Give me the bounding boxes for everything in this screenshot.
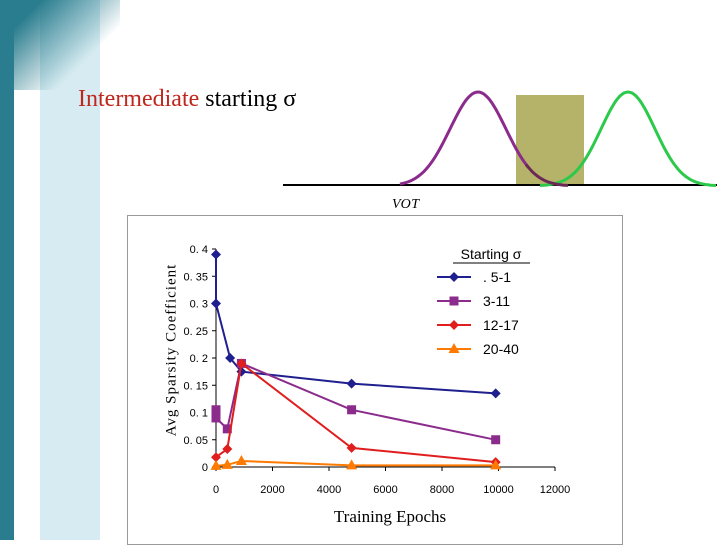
x-tick-label: 6000 xyxy=(373,484,397,496)
x-tick-label: 0 xyxy=(213,484,219,496)
y-tick-label: 0. 2 xyxy=(190,353,208,365)
y-tick-label: 0. 05 xyxy=(184,435,208,447)
data-point xyxy=(490,388,501,399)
legend-marker xyxy=(448,343,460,353)
x-axis-label: Training Epochs xyxy=(333,507,447,526)
series-1 xyxy=(211,358,501,445)
series-0 xyxy=(211,249,501,399)
data-point xyxy=(236,358,247,369)
data-point xyxy=(222,444,233,455)
series-3 xyxy=(210,455,502,470)
corner-bar xyxy=(0,0,14,540)
legend-marker xyxy=(449,320,459,330)
legend-label: 12-17 xyxy=(483,317,519,333)
y-tick-label: 0. 1 xyxy=(190,408,208,420)
data-point xyxy=(491,435,501,445)
data-point xyxy=(211,405,221,415)
x-tick-label: 8000 xyxy=(430,484,454,496)
chart-frame xyxy=(127,215,623,545)
y-axis-label: Avg Sparsity Coefficient xyxy=(163,263,180,437)
y-tick-label: 0. 3 xyxy=(190,299,208,311)
data-point xyxy=(211,413,221,423)
y-tick-label: 0. 4 xyxy=(190,244,208,256)
legend-marker xyxy=(449,272,459,282)
series-line xyxy=(215,254,496,395)
legend-label: 3-11 xyxy=(483,293,510,309)
y-tick-label: 0 xyxy=(202,462,208,474)
x-tick-label: 10000 xyxy=(483,484,514,496)
data-point xyxy=(211,249,221,260)
data-point xyxy=(235,455,247,466)
y-tick-label: 0. 25 xyxy=(184,326,208,338)
data-point xyxy=(347,405,357,415)
vot-label: VOT xyxy=(392,197,420,212)
data-point xyxy=(346,442,357,453)
y-tick-label: 0. 35 xyxy=(184,271,208,283)
right-category-curve xyxy=(539,90,717,187)
series-2 xyxy=(211,358,501,468)
title-highlight: Intermediate xyxy=(78,86,200,112)
data-point xyxy=(346,459,358,470)
legend-label: . 5-1 xyxy=(483,269,511,285)
series-line xyxy=(215,459,496,467)
category-boundary-box xyxy=(516,95,584,185)
chart-series xyxy=(210,249,502,470)
legend-marker xyxy=(449,296,459,306)
data-point xyxy=(210,459,222,470)
tick-labels: 0 2000 4000 6000 8000 10000 12000 0 0. 05 0. 1 0. … xyxy=(184,244,571,496)
background-band xyxy=(40,0,100,540)
title-rest: starting σ xyxy=(199,86,297,112)
corner-decoration xyxy=(0,0,120,90)
data-point xyxy=(211,452,221,463)
legend-label: 20-40 xyxy=(483,341,519,357)
overlap-curve xyxy=(524,163,569,187)
slide-title: Intermediate starting σ xyxy=(78,86,296,113)
left-category-curve xyxy=(399,90,530,186)
data-point xyxy=(346,378,357,389)
data-point xyxy=(225,353,236,363)
data-point xyxy=(222,424,232,434)
data-point xyxy=(211,298,221,309)
x-tick-label: 12000 xyxy=(540,484,571,496)
data-point xyxy=(490,459,502,470)
data-point xyxy=(221,458,233,469)
y-tick-label: 0. 15 xyxy=(184,380,208,392)
chart-legend: Starting σ . 5-1 3-11 12-17 20-40 xyxy=(437,246,530,357)
legend-title: Starting σ xyxy=(461,246,522,262)
x-tick-label: 2000 xyxy=(260,484,284,496)
x-tick-label: 4000 xyxy=(317,484,341,496)
